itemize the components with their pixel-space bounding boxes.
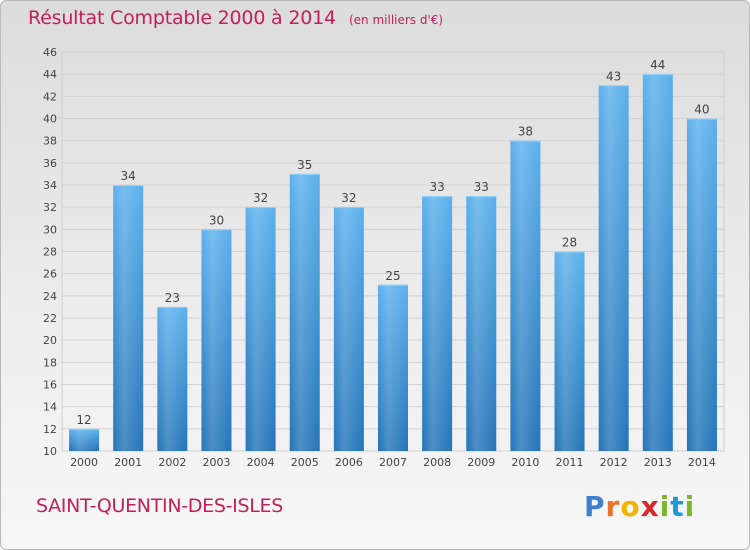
data-label: 33 (474, 180, 489, 194)
data-label: 43 (606, 69, 621, 83)
bar-shine (69, 428, 100, 451)
y-tick-label: 42 (43, 90, 57, 103)
data-label: 12 (76, 413, 91, 427)
y-tick-label: 16 (43, 379, 57, 392)
x-tick-label: 2007 (379, 456, 407, 469)
x-tick-label: 2000 (70, 456, 98, 469)
x-tick-label: 2001 (114, 456, 142, 469)
logo-letter: x (640, 490, 660, 523)
bar (422, 196, 453, 451)
data-labels: 12 34 23 30 32 35 32 25 33 33 38 28 43 44 40 (76, 58, 709, 427)
y-tick-label: 44 (43, 68, 57, 81)
y-tick-label: 12 (43, 423, 57, 436)
x-tick-label: 2012 (600, 456, 628, 469)
logo-letter: t (670, 490, 685, 523)
data-label: 33 (429, 180, 444, 194)
bar (69, 428, 100, 451)
y-tick-label: 26 (43, 268, 57, 281)
bar-shine (113, 185, 144, 451)
data-label: 28 (562, 236, 577, 250)
x-tick-label: 2010 (511, 456, 539, 469)
bar (510, 140, 541, 451)
bar (642, 74, 673, 452)
y-tick-label: 10 (43, 445, 57, 458)
data-label: 40 (694, 103, 709, 117)
y-tick-label: 34 (43, 179, 57, 192)
y-tick-label: 24 (43, 290, 57, 303)
y-tick-label: 22 (43, 312, 57, 325)
logo-letter: r (605, 490, 621, 523)
data-label: 32 (341, 191, 356, 205)
bar-shine (686, 118, 717, 451)
data-label: 32 (253, 191, 268, 205)
bar-shine (245, 207, 276, 451)
x-tick-label: 2005 (291, 456, 319, 469)
chart-title: Résultat Comptable 2000 à 2014 (28, 7, 336, 29)
y-tick-label: 38 (43, 135, 57, 148)
chart-unit: (en milliers d'€) (348, 13, 444, 27)
bar (598, 85, 629, 451)
x-tick-label: 2011 (556, 456, 584, 469)
bar-shine (422, 196, 453, 451)
bar-shine (333, 207, 364, 451)
x-tick-labels: 2000 2001 2002 2003 2004 2005 2006 2007 2008 2009… (70, 456, 716, 469)
logo-letter: i (684, 490, 696, 523)
y-tick-label: 40 (43, 113, 57, 126)
x-tick-label: 2004 (247, 456, 275, 469)
x-tick-label: 2009 (467, 456, 495, 469)
title-row: Résultat Comptable 2000 à 2014 (en milli… (28, 7, 443, 29)
x-tick-label: 2013 (644, 456, 672, 469)
x-tick-label: 2002 (158, 456, 186, 469)
bar (466, 196, 497, 451)
bar-shine (201, 229, 232, 451)
bar (113, 185, 144, 451)
x-tick-label: 2014 (688, 456, 716, 469)
y-tick-label: 18 (43, 356, 57, 369)
bar-shine (642, 74, 673, 452)
bar-shine (510, 140, 541, 451)
y-tick-label: 28 (43, 246, 57, 259)
bar-shine (598, 85, 629, 451)
bar (201, 229, 232, 451)
logo-letter: i (659, 490, 671, 523)
y-tick-label: 14 (43, 401, 57, 414)
bar-shine (289, 173, 320, 451)
data-label: 34 (121, 169, 136, 183)
bar (554, 251, 585, 451)
proxiti-logo: Proxiti (584, 490, 695, 523)
x-tick-label: 2003 (202, 456, 230, 469)
bar (289, 173, 320, 451)
x-tick-label: 2008 (423, 456, 451, 469)
y-tick-labels: 10 12 14 16 18 20 22 24 26 28 30 32 34 36 38 40 42 44 46 (43, 46, 57, 458)
logo-letter: P (584, 490, 606, 523)
commune-name: SAINT-QUENTIN-DES-ISLES (36, 495, 283, 517)
bar (378, 284, 408, 451)
y-tick-label: 46 (43, 46, 57, 59)
bar (157, 306, 188, 451)
y-tick-label: 30 (43, 223, 57, 236)
bar-shine (466, 196, 497, 451)
data-label: 35 (297, 158, 312, 172)
bar (333, 207, 364, 451)
bar-shine (378, 284, 408, 451)
y-tick-label: 36 (43, 157, 57, 170)
data-label: 25 (385, 269, 400, 283)
bar (245, 207, 276, 451)
bars (69, 74, 717, 452)
data-label: 30 (209, 213, 224, 227)
y-tick-label: 32 (43, 201, 57, 214)
bar-shine (157, 306, 188, 451)
data-label: 38 (518, 125, 533, 139)
y-tick-label: 20 (43, 334, 57, 347)
data-label: 44 (650, 58, 665, 72)
logo-letter: o (620, 490, 641, 523)
x-tick-label: 2006 (335, 456, 363, 469)
data-label: 23 (165, 291, 180, 305)
bar (686, 118, 717, 451)
bar-shine (554, 251, 585, 451)
